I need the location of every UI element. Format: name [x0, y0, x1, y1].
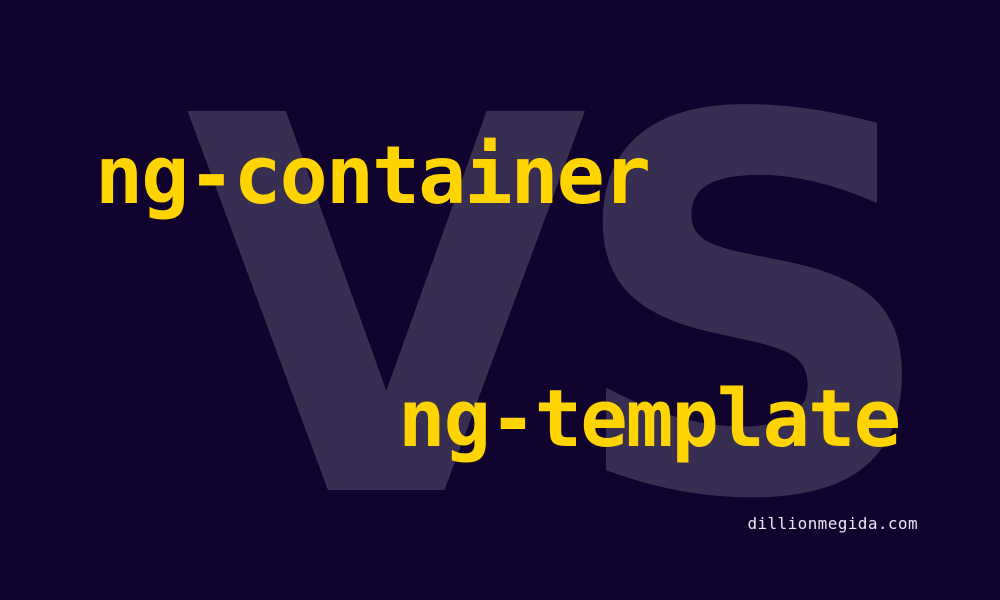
site-url-text: dillionmegida.com: [747, 514, 918, 533]
ng-container-title: ng-container: [95, 129, 651, 222]
vs-background-text: VS: [185, 7, 940, 600]
ng-template-title: ng-template: [398, 373, 901, 465]
